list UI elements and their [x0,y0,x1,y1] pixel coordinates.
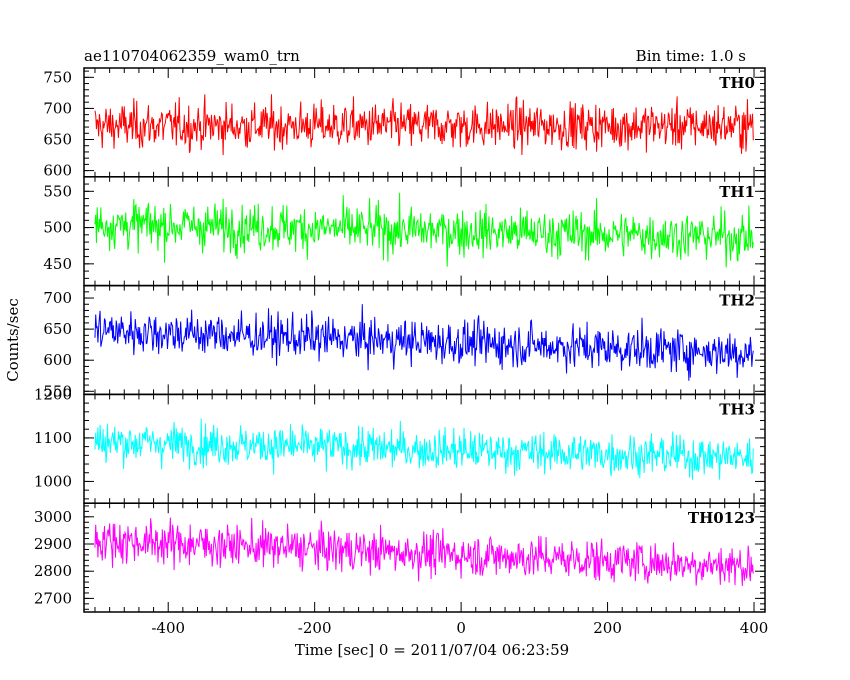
y-tick-label: 3000 [34,508,72,526]
series-label-th0123: TH0123 [688,509,755,527]
y-tick-label: 700 [43,289,72,307]
y-tick-label: 450 [43,255,72,273]
series-label-th3: TH3 [719,400,755,418]
panel-th2: 550 600 650 700 TH2 [43,284,766,400]
y-tick-label: 600 [43,162,72,180]
x-tick-label: 400 [740,619,769,637]
panels-group: 600 650 700 750 TH0 450 500 550 TH1 550 600 650 700 T… [34,67,769,637]
panel-th1: 450 500 550 TH1 [43,176,766,287]
y-tick-label: 2700 [34,589,72,607]
y-tick-label: 550 [43,182,72,200]
series-th0123-line [94,517,754,586]
panel-th3: 1000 1100 1200 TH3 [34,385,766,504]
series-th0-line [94,94,754,156]
y-tick-label: 2800 [34,562,72,580]
series-label-th1: TH1 [719,183,755,201]
x-axis-label: Time [sec] 0 = 2011/07/04 06:23:59 [295,641,569,659]
y-tick-label: 500 [43,219,72,237]
y-tick-label: 600 [43,351,72,369]
y-tick-label: 650 [43,320,72,338]
series-label-th0: TH0 [719,74,755,92]
y-tick-label: 550 [43,382,72,400]
panel-frame [83,502,766,613]
y-tick-label: 650 [43,130,72,148]
panel-th0123: 2700 2800 2900 3000 TH0123 [34,502,766,613]
y-tick-label: 1200 [34,385,72,403]
y-tick-label: 1000 [34,472,72,490]
series-th1-line [94,192,754,268]
x-tick-label: 200 [593,619,622,637]
panel-th0: 600 650 700 750 TH0 [43,67,766,180]
x-tick-label: -400 [151,619,185,637]
bin-time-label: Bin time: 1.0 s [636,47,746,65]
y-tick-label: 750 [43,68,72,86]
series-label-th2: TH2 [719,292,755,310]
series-th2-line [94,304,754,381]
y-tick-label: 1100 [34,429,72,447]
x-tick-label: 0 [456,619,466,637]
y-tick-label: 2900 [34,535,72,553]
x-tick-label: -200 [298,619,332,637]
plot-title: ae110704062359_wam0_trn [84,47,300,65]
y-axis-label: Counts/sec [4,298,22,382]
y-tick-label: 700 [43,99,72,117]
series-th3-line [94,418,754,480]
